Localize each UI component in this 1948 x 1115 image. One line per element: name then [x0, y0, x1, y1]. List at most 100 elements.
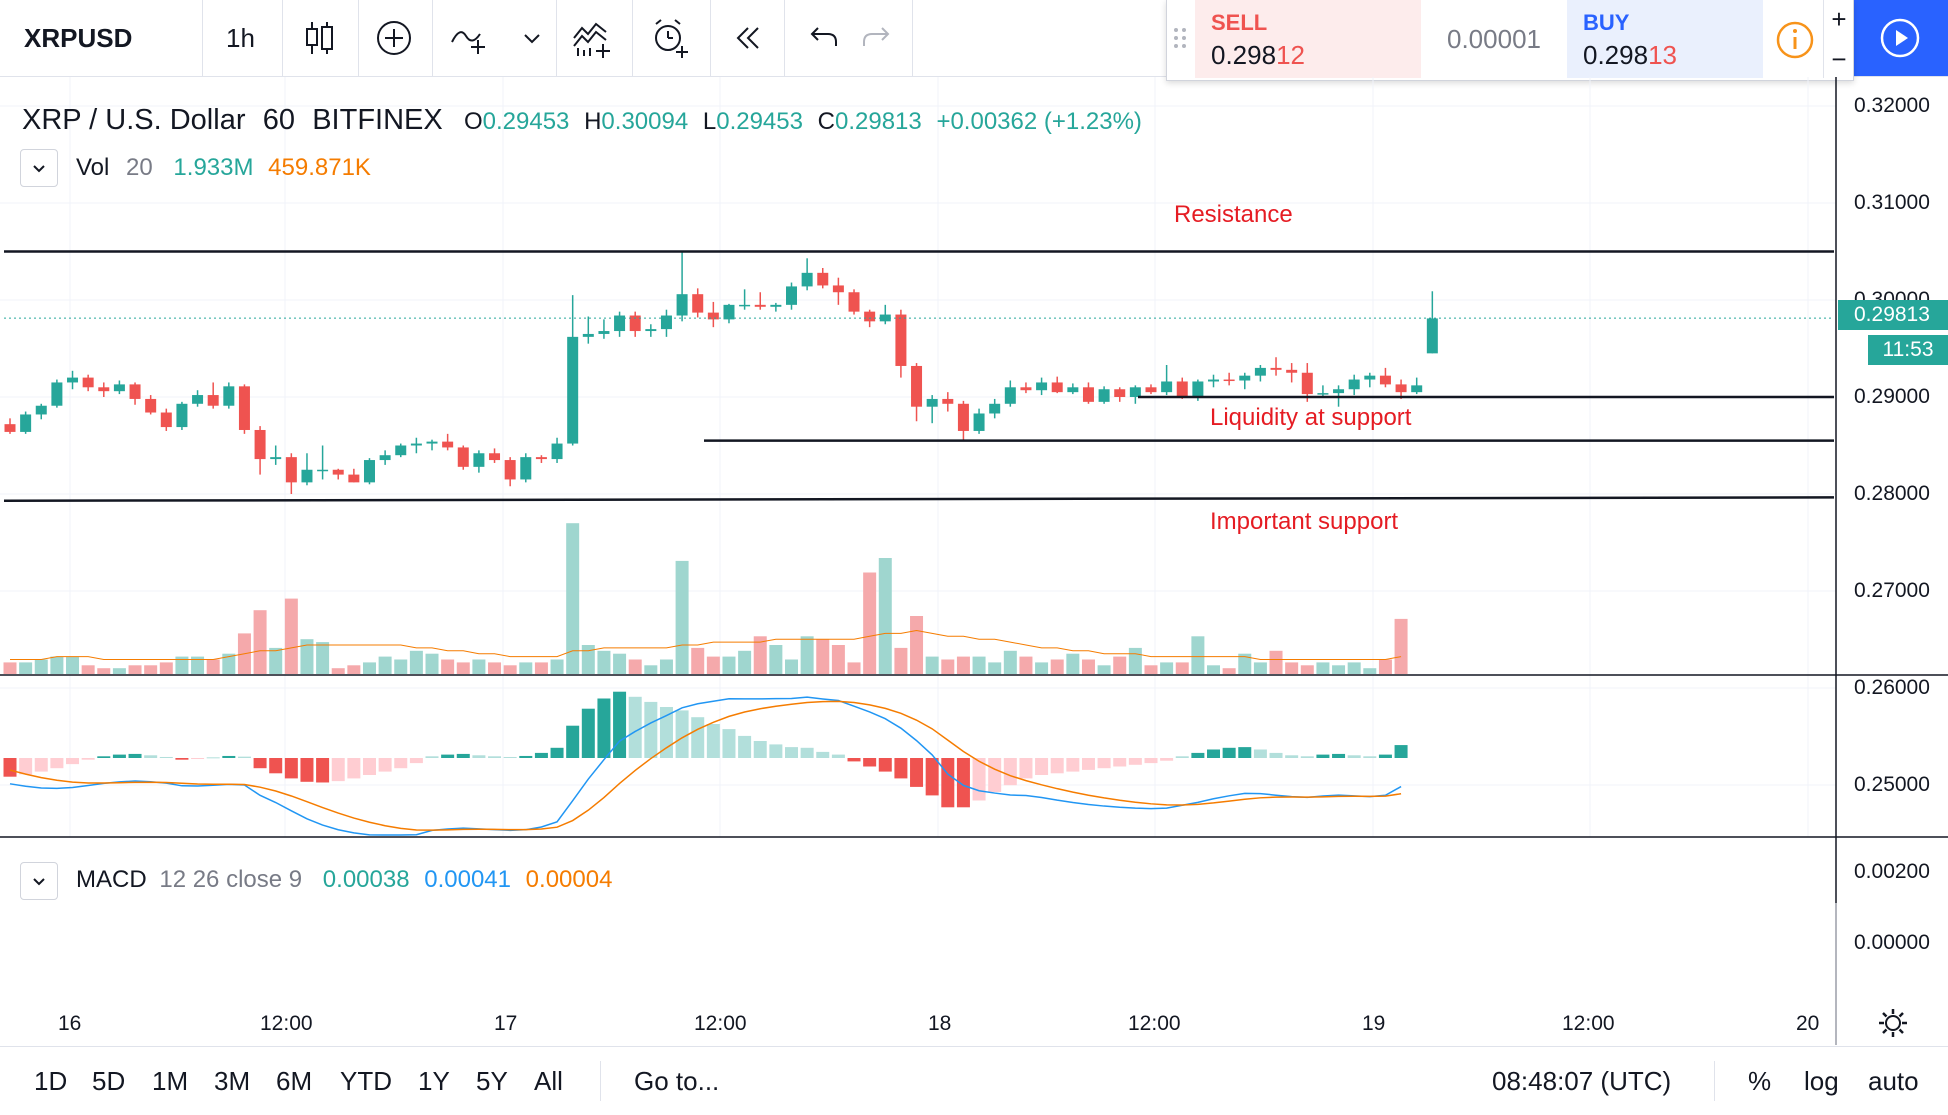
utc-clock[interactable]: 08:48:07 (UTC)	[1492, 1066, 1672, 1096]
volume-bar	[566, 523, 580, 674]
macd-hist-bar	[362, 758, 376, 775]
zoom-out-button[interactable]: −	[1831, 44, 1847, 74]
macd-hist-bar	[456, 753, 470, 758]
toolbar-divider	[632, 0, 633, 76]
candle-body	[1364, 375, 1376, 380]
interval-selector[interactable]: 1h	[226, 23, 255, 53]
range-1d[interactable]: 1D	[34, 1066, 68, 1096]
range-1m[interactable]: 1M	[152, 1066, 189, 1096]
macd-collapse-button[interactable]	[20, 862, 58, 900]
bar-countdown: 11:53	[1868, 335, 1948, 365]
macd-line	[9, 696, 1402, 836]
chart-canvas[interactable]	[0, 77, 1948, 1045]
symbol-search[interactable]: XRPUSD	[24, 23, 133, 53]
range-ytd[interactable]: YTD	[340, 1066, 392, 1096]
bar-style-icon[interactable]	[298, 16, 342, 60]
candle-body	[82, 377, 94, 388]
toolbar-divider	[556, 0, 557, 76]
undo-icon[interactable]	[800, 16, 844, 60]
volume-bar	[1207, 665, 1221, 674]
candle-body	[926, 398, 938, 407]
volume-bar	[831, 645, 845, 674]
auto-scale-toggle[interactable]: auto	[1868, 1066, 1919, 1096]
macd-hist-bar	[316, 758, 330, 783]
legend-collapse-button[interactable]	[20, 149, 58, 187]
drag-handle[interactable]	[1167, 0, 1193, 78]
volume-bar	[800, 636, 814, 674]
volume-bar	[613, 653, 627, 674]
time-tick: 18	[928, 1012, 952, 1035]
drag-handle-icon	[1174, 28, 1186, 48]
candle-body	[1254, 367, 1266, 376]
range-3m[interactable]: 3M	[214, 1066, 251, 1096]
volume-bar	[144, 665, 158, 674]
macd-hist-bar	[1347, 755, 1361, 758]
publish-button[interactable]	[1852, 0, 1948, 76]
candle-body	[442, 441, 454, 448]
volume-bar	[253, 610, 267, 674]
volume-bar	[816, 639, 830, 674]
templates-icon[interactable]	[570, 16, 614, 60]
legend-exchange: BITFINEX	[312, 104, 443, 136]
candle-body	[786, 286, 797, 305]
volume-bar	[1160, 662, 1174, 674]
sell-button[interactable]: SELL 0.29812	[1195, 0, 1421, 78]
volume-bar	[1300, 665, 1314, 674]
volume-bar	[3, 662, 17, 674]
alert-icon[interactable]	[648, 16, 692, 60]
range-5y[interactable]: 5Y	[476, 1066, 508, 1096]
redo-icon[interactable]	[856, 16, 900, 60]
macd-hist-bar	[816, 751, 830, 758]
percent-scale-toggle[interactable]: %	[1748, 1066, 1772, 1096]
volume-bar	[1332, 665, 1346, 674]
candle-body	[1317, 393, 1329, 395]
goto-date-button[interactable]: Go to...	[634, 1066, 720, 1096]
macd-hist-bar	[1144, 758, 1158, 764]
volume-bar	[206, 659, 220, 674]
replay-icon[interactable]	[726, 16, 770, 60]
volume-bar	[1128, 647, 1142, 674]
zoom-in-button[interactable]: +	[1831, 4, 1847, 34]
range-6m[interactable]: 6M	[276, 1066, 313, 1096]
volume-bar	[456, 662, 470, 674]
candle-body	[1161, 381, 1173, 393]
toolbar-divider	[202, 0, 203, 76]
resistance-annotation: Resistance	[1174, 201, 1293, 228]
volume-bar	[284, 598, 298, 674]
volume-bar	[644, 665, 658, 674]
volume-bar	[362, 662, 376, 674]
compare-add-icon[interactable]	[372, 16, 416, 60]
settings-gear-icon[interactable]	[1876, 1006, 1910, 1040]
info-button[interactable]	[1763, 0, 1823, 78]
macd-hist-bar	[1003, 758, 1017, 786]
volume-bar	[19, 662, 33, 674]
macd-hist-bar	[1378, 754, 1392, 758]
spread-display: 0.00001	[1421, 0, 1567, 78]
volume-bar	[128, 665, 142, 674]
range-all[interactable]: All	[534, 1066, 563, 1096]
volume-bar	[503, 665, 517, 674]
toolbar-divider	[912, 0, 913, 76]
range-1y[interactable]: 1Y	[418, 1066, 450, 1096]
macd-hist-bar	[1113, 758, 1127, 767]
range-5d[interactable]: 5D	[92, 1066, 126, 1096]
macd-hist-bar	[331, 758, 345, 782]
macd-hist-bar	[878, 758, 892, 772]
macd-hist-bar	[550, 747, 564, 758]
candle-body	[348, 474, 360, 483]
buy-button[interactable]: BUY 0.29813	[1567, 0, 1763, 78]
candle-body	[113, 384, 125, 392]
important-support-annotation: Important support	[1210, 508, 1399, 535]
volume-bar	[675, 560, 689, 674]
volume-bar	[488, 662, 502, 674]
macd-hist-bar	[831, 754, 845, 758]
candlesticks	[4, 252, 1438, 494]
macd-hist-bar	[237, 756, 251, 758]
log-scale-toggle[interactable]: log	[1804, 1066, 1839, 1096]
indicators-icon[interactable]	[448, 16, 492, 60]
chevron-down-icon[interactable]	[512, 16, 552, 60]
candle-body	[1067, 387, 1079, 393]
candle-body	[410, 443, 422, 446]
price-tick: 0.28000	[1854, 482, 1930, 505]
candle-body	[707, 312, 719, 320]
